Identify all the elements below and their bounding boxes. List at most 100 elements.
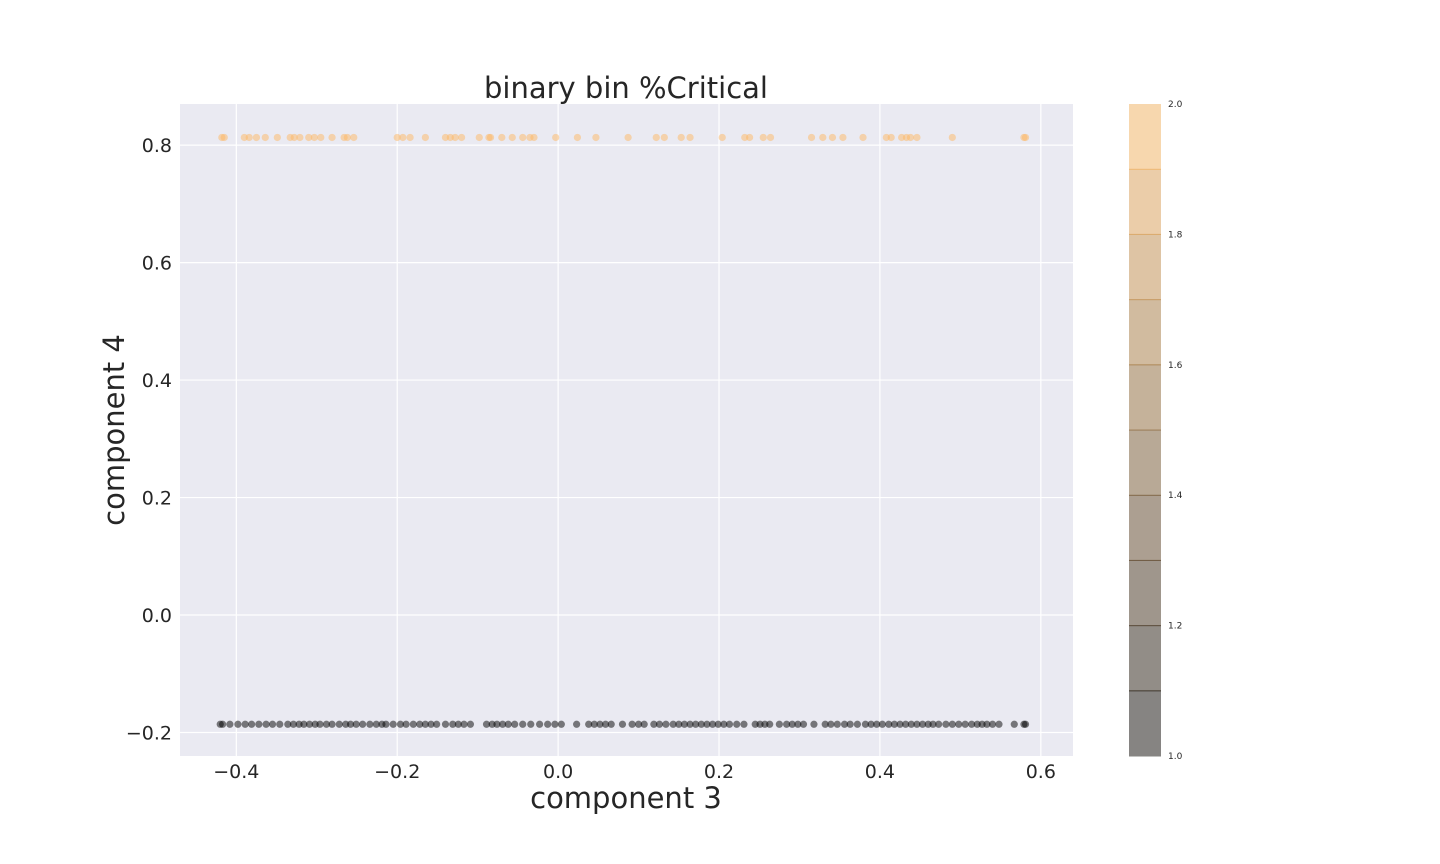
data-point <box>596 720 604 728</box>
data-point <box>983 720 991 728</box>
colorbar-band <box>1129 625 1161 692</box>
data-point <box>942 720 950 728</box>
data-point <box>499 720 507 728</box>
data-point <box>359 720 367 728</box>
y-axis-ticks: −0.2 0.0 0.2 0.4 0.6 0.8 <box>126 135 172 744</box>
data-point <box>451 133 459 142</box>
data-point <box>601 720 610 728</box>
x-tick-label: 0.0 <box>543 761 573 783</box>
data-point <box>890 720 899 728</box>
data-point <box>634 720 643 728</box>
data-point <box>493 720 501 728</box>
data-point <box>955 720 963 728</box>
data-point <box>346 720 355 728</box>
data-point <box>995 720 1003 728</box>
data-point <box>421 133 429 142</box>
data-point <box>273 133 281 142</box>
data-point <box>846 720 854 728</box>
colorbar-band <box>1129 234 1161 301</box>
data-point <box>255 720 263 728</box>
data-point <box>454 720 462 728</box>
data-point <box>486 133 495 142</box>
data-point <box>573 720 581 728</box>
y-tick-label: 0.2 <box>142 488 172 510</box>
data-point <box>906 133 915 142</box>
colorbar-band <box>1129 690 1161 757</box>
colorbar <box>1129 104 1161 757</box>
data-point <box>343 133 351 142</box>
x-tick-label: 0.6 <box>1026 761 1056 783</box>
data-point <box>1010 720 1018 728</box>
data-point <box>552 133 560 142</box>
data-point <box>624 133 632 142</box>
data-point <box>573 133 582 142</box>
data-point <box>1021 720 1030 728</box>
data-point <box>322 720 331 728</box>
data-point <box>416 720 424 728</box>
data-point <box>389 720 397 728</box>
data-point <box>873 720 881 728</box>
y-tick-label: −0.2 <box>126 723 172 745</box>
data-point <box>968 720 976 728</box>
data-point <box>276 720 284 728</box>
data-point <box>290 133 298 142</box>
data-point <box>799 720 808 728</box>
data-point <box>655 720 664 728</box>
data-point <box>861 720 870 728</box>
data-point <box>508 133 516 142</box>
data-point <box>878 720 886 728</box>
data-point <box>935 720 943 728</box>
gridlines <box>180 104 1073 756</box>
data-point <box>241 720 249 728</box>
data-point <box>918 720 927 728</box>
data-point <box>708 720 717 728</box>
data-point <box>686 133 694 142</box>
data-point <box>733 720 741 728</box>
data-point <box>427 720 435 728</box>
data-point <box>396 720 405 728</box>
x-tick-label: −0.4 <box>213 761 259 783</box>
data-point <box>498 133 506 142</box>
data-point <box>853 720 861 728</box>
data-point <box>720 720 728 728</box>
scatter-points <box>216 133 1030 728</box>
data-point <box>441 720 450 728</box>
data-point <box>296 133 304 142</box>
data-point <box>335 720 343 728</box>
data-point <box>530 133 538 142</box>
data-point <box>650 720 658 728</box>
data-point <box>352 720 360 728</box>
data-point <box>961 720 969 728</box>
data-point <box>714 720 722 728</box>
data-point <box>399 133 407 142</box>
data-point <box>590 720 598 728</box>
data-point <box>551 720 559 728</box>
y-axis-label: component 4 <box>97 334 131 526</box>
data-point <box>885 720 893 728</box>
y-tick-label: 0.4 <box>142 370 172 392</box>
data-point <box>902 720 910 728</box>
data-point <box>819 133 827 142</box>
colorbar-tick-label: 2.0 <box>1168 100 1183 110</box>
data-point <box>421 720 429 728</box>
data-point <box>220 133 228 142</box>
data-point <box>669 720 677 728</box>
data-point <box>607 720 615 728</box>
data-point <box>536 720 544 728</box>
data-point <box>449 720 457 728</box>
data-point <box>393 133 401 142</box>
data-point <box>585 720 593 728</box>
data-point <box>788 720 796 728</box>
data-point <box>317 133 325 142</box>
data-point <box>887 133 895 142</box>
data-point <box>475 133 483 142</box>
colorbar-band <box>1129 560 1161 627</box>
y-tick-label: 0.6 <box>142 253 172 275</box>
data-point <box>592 133 600 142</box>
data-point <box>219 720 227 728</box>
colorbar-band <box>1129 169 1161 235</box>
data-point <box>859 133 867 142</box>
data-point <box>913 720 921 728</box>
data-point <box>821 720 829 728</box>
data-point <box>680 720 689 728</box>
